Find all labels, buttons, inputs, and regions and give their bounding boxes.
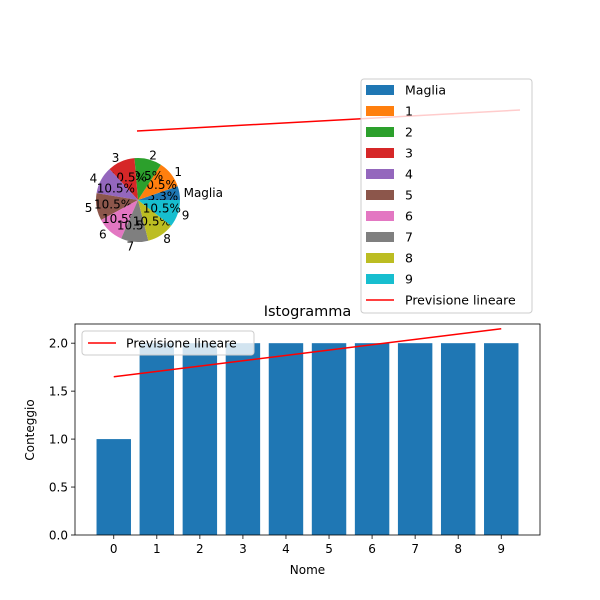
- y-tick-label: 1.0: [49, 433, 68, 447]
- pie-slice-Maglia: [138, 186, 180, 200]
- pie-legend-label: 8: [405, 251, 413, 266]
- bar-1: [139, 343, 175, 535]
- x-axis-label: Nome: [290, 563, 325, 577]
- pie-legend-frame: [360, 78, 533, 314]
- x-tick-label: 7: [411, 542, 419, 556]
- pie-slice-label: 3: [112, 151, 120, 165]
- bar-7: [397, 343, 433, 535]
- x-tick-label: 6: [368, 542, 376, 556]
- pie-slice-2: [134, 157, 161, 200]
- pie-legend-swatch: [366, 127, 394, 137]
- pie-legend-swatch: [366, 190, 394, 200]
- pie-slice-7: [121, 200, 149, 243]
- x-tick-label: 4: [282, 542, 290, 556]
- pie-legend: Maglia 1 2 3 4 5 6 7 8 9 Previsione lineare: [360, 78, 533, 314]
- pie-legend-label: 9: [405, 272, 413, 287]
- bar-6: [354, 343, 390, 535]
- x-tick-label: 8: [454, 542, 462, 556]
- pie-slice-percent: 10.5%: [97, 182, 135, 196]
- pie-slice-1: [138, 164, 178, 200]
- pie-legend-label: Previsione lineare: [405, 293, 516, 308]
- pie-legend-label: 5: [405, 188, 413, 203]
- pie-legend-swatch: [366, 106, 394, 116]
- bar-chart-title: Istogramma: [264, 304, 352, 320]
- bar-0: [96, 439, 131, 535]
- pie-slice-3: [109, 158, 138, 200]
- bar-legend-frame: [81, 330, 255, 356]
- pie-legend-swatch: [366, 274, 394, 284]
- y-tick-label: 0.0: [49, 529, 68, 543]
- y-tick-label: 1.5: [49, 385, 68, 399]
- pie-legend-label: 1: [405, 104, 413, 119]
- pie-slice-9: [138, 200, 180, 226]
- pie-slice-label: 7: [127, 240, 135, 254]
- pie-slice-6: [101, 200, 138, 239]
- bar-legend-label: Previsione lineare: [126, 336, 237, 351]
- pie-slice-label: 1: [174, 165, 182, 179]
- x-tick-label: 0: [110, 542, 118, 556]
- pie-legend-swatch: [366, 211, 394, 221]
- pie-slice-label: 4: [90, 172, 98, 186]
- pie-slice-8: [138, 200, 172, 241]
- x-tick-label: 1: [153, 542, 161, 556]
- x-tick-label: 5: [325, 542, 333, 556]
- pie-slice-label: 2: [149, 149, 157, 163]
- pie-slice-5: [95, 193, 138, 221]
- pie-legend-swatch: [366, 85, 394, 95]
- y-tick-label: 0.5: [49, 481, 68, 495]
- pie-slice-label: 5: [85, 201, 93, 215]
- pie-slice-label: 8: [163, 232, 171, 246]
- pie-slice-4: [96, 169, 138, 200]
- bar-5: [311, 343, 347, 535]
- pie-legend-label: 3: [405, 146, 413, 161]
- pie-legend-swatch: [366, 232, 394, 242]
- pie-slice-label: 9: [182, 209, 190, 223]
- pie-slice-label: 6: [99, 228, 107, 242]
- bar-chart: Istogramma 0 1 2 3 4 5 6 7 8 9 0.0 0.5 1.0 1.5 2.0 No…: [23, 304, 541, 577]
- pie-slice-percent: 10.5%: [94, 198, 132, 212]
- bar-2: [182, 343, 218, 535]
- bar-3: [225, 343, 261, 535]
- pie-legend-label: 4: [405, 167, 413, 182]
- y-axis-label: Conteggio: [23, 399, 37, 460]
- y-tick-label: 2.0: [49, 337, 68, 351]
- pie-legend-label: Maglia: [405, 83, 446, 98]
- pie-slice-label: Maglia: [184, 186, 223, 200]
- pie-legend-swatch: [366, 253, 394, 263]
- pie-legend-swatch: [366, 148, 394, 158]
- bar-plot-frame: [74, 323, 541, 536]
- bar-trend-line: [113, 328, 502, 378]
- bar-4: [268, 343, 304, 535]
- x-tick-label: 9: [497, 542, 505, 556]
- pie-legend-label: 2: [405, 125, 413, 140]
- x-tick-label: 2: [196, 542, 204, 556]
- bar-9: [484, 343, 519, 535]
- bar-8: [440, 343, 476, 535]
- x-tick-label: 3: [239, 542, 247, 556]
- pie-slice-percent: 10.5%: [143, 202, 181, 216]
- pie-legend-label: 6: [405, 209, 413, 224]
- pie-legend-label: 7: [405, 230, 413, 245]
- bar-legend: Previsione lineare: [81, 330, 255, 356]
- pie-legend-swatch: [366, 169, 394, 179]
